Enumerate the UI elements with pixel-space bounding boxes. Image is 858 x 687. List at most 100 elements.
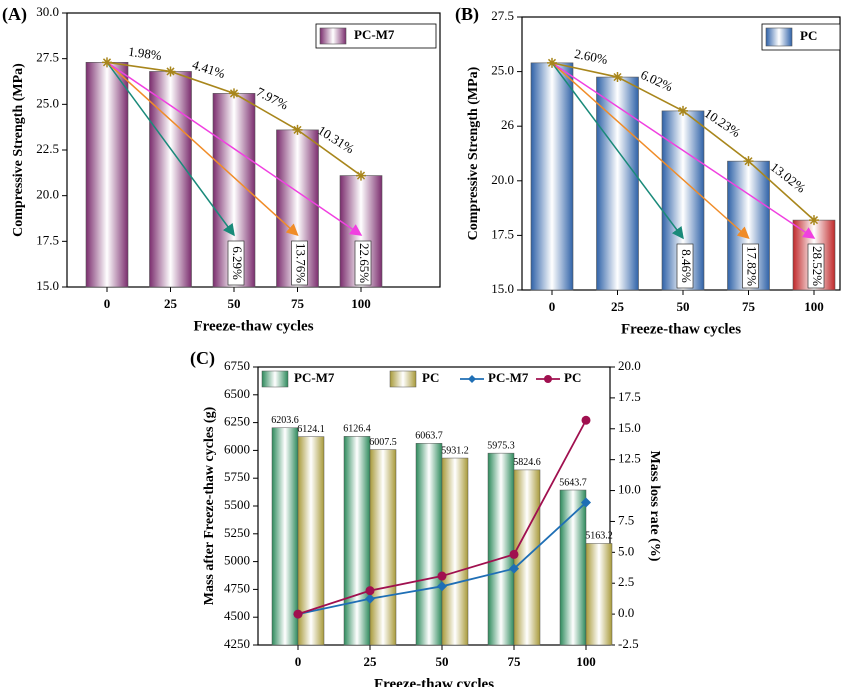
y2-tick-label: 10.0: [618, 482, 641, 497]
bar: [85, 62, 129, 288]
annotation: 8.46%: [679, 249, 694, 283]
value-label: 6124.1: [297, 424, 325, 435]
y-tick-label: 25.0: [491, 63, 514, 78]
value-label: 6203.6: [271, 415, 299, 426]
y-tick-label: 4250: [224, 636, 250, 651]
y2-tick-label: 20.0: [618, 358, 641, 373]
legend-swatch: [261, 370, 289, 388]
annotation: 22.65%: [357, 243, 372, 283]
marker: [293, 609, 303, 619]
annotation: 10.23%: [702, 105, 744, 140]
y-tick-label: 5500: [224, 497, 250, 512]
arrow: [551, 62, 750, 239]
marker: [365, 593, 375, 604]
arrow: [106, 61, 363, 236]
bar: [415, 443, 443, 646]
x-axis-label: Freeze-thaw cycles: [374, 676, 494, 687]
x-tick-label: 100: [804, 299, 824, 314]
legend-marker: [468, 375, 476, 383]
bar: [343, 436, 371, 646]
y-tick-label: 17.5: [36, 232, 59, 247]
panel-label: (A): [2, 4, 27, 25]
marker: [509, 563, 519, 574]
annotation: 17.82%: [745, 246, 760, 286]
marker: [581, 415, 591, 425]
x-tick-label: 50: [436, 654, 449, 669]
annotation: 1.98%: [127, 44, 162, 63]
box-annotation: 8.46%: [676, 243, 694, 289]
arrow: [106, 61, 299, 237]
value-label: 6126.4: [343, 424, 371, 435]
bar: [596, 76, 639, 291]
bar: [487, 452, 515, 646]
legend-label: PC-M7: [354, 27, 395, 42]
legend-swatch: [765, 27, 793, 47]
y2-tick-label: 7.5: [618, 512, 634, 527]
annotation-box: [291, 240, 308, 286]
arrow: [551, 62, 816, 239]
y2-tick-label: 15.0: [618, 420, 641, 435]
bar: [530, 62, 574, 291]
x-tick-label: 100: [351, 296, 371, 311]
x-tick-label: 100: [576, 654, 596, 669]
annotation: 28.52%: [810, 246, 825, 286]
y-tick-label: 6250: [224, 414, 250, 429]
value-label: 5643.7: [559, 477, 587, 488]
x-tick-label: 0: [295, 654, 302, 669]
trend-marker: [547, 57, 557, 68]
y-tick-label: 27.5: [491, 8, 514, 23]
box-annotation: 17.82%: [742, 243, 760, 289]
annotation-box: [807, 243, 825, 289]
y-axis-label: Mass after Freeze-thaw cycles (g): [202, 406, 217, 605]
annotation-box: [676, 243, 694, 289]
legend-label: PC-M7: [488, 370, 529, 385]
trend-marker: [743, 156, 754, 167]
y-tick-label: 5750: [224, 469, 250, 484]
y-axis-label: Compressive Strength (MPa): [466, 66, 481, 240]
annotation-box: [354, 240, 372, 286]
bar: [271, 427, 299, 646]
y-tick-label: 15.0: [491, 281, 514, 296]
y-tick-label: 27.5: [36, 50, 59, 65]
y-tick-label: 17.5: [491, 226, 514, 241]
annotation: 13.76%: [294, 243, 309, 283]
x-tick-label: 50: [228, 296, 241, 311]
legend-label: PC-M7: [294, 370, 335, 385]
panel-label: (C): [190, 348, 215, 369]
legend-label: PC: [564, 370, 581, 385]
y2-tick-label: 5.0: [618, 543, 634, 558]
bar: [441, 457, 469, 646]
trend-marker: [229, 88, 239, 99]
x-tick-label: 0: [104, 296, 111, 311]
y-tick-label: 4750: [224, 580, 250, 595]
annotation: 4.41%: [190, 57, 227, 81]
annotation-box: [742, 243, 759, 289]
x-tick-label: 75: [291, 296, 305, 311]
y2-tick-label: 17.5: [618, 389, 641, 404]
trend-marker: [165, 66, 176, 77]
x-tick-label: 0: [549, 299, 556, 314]
value-label: 5824.6: [513, 457, 541, 468]
y-tick-label: 20.0: [36, 187, 59, 202]
y-tick-label: 25.0: [36, 95, 59, 110]
x-tick-label: 25: [364, 654, 378, 669]
marker: [365, 586, 375, 596]
annotation-box: [227, 240, 245, 286]
x-tick-label: 25: [164, 296, 178, 311]
arrow: [106, 61, 235, 237]
panel-label: (B): [455, 4, 479, 25]
y-tick-label: 6500: [224, 386, 250, 401]
x-tick-label: 50: [677, 299, 690, 314]
trend-marker: [292, 124, 303, 135]
x-axis-label: Freeze-thaw cycles: [193, 318, 313, 334]
box-annotation: 28.52%: [807, 243, 825, 289]
y-axis-label: Compressive Strength (MPa): [11, 63, 26, 237]
value-label: 5975.3: [487, 440, 515, 451]
marker: [437, 571, 447, 581]
legend-marker: [544, 375, 552, 383]
box-annotation: 6.29%: [227, 240, 245, 286]
value-label: 6063.7: [415, 431, 443, 442]
y-tick-label: 26: [501, 117, 515, 132]
annotation: 2.60%: [573, 46, 609, 67]
